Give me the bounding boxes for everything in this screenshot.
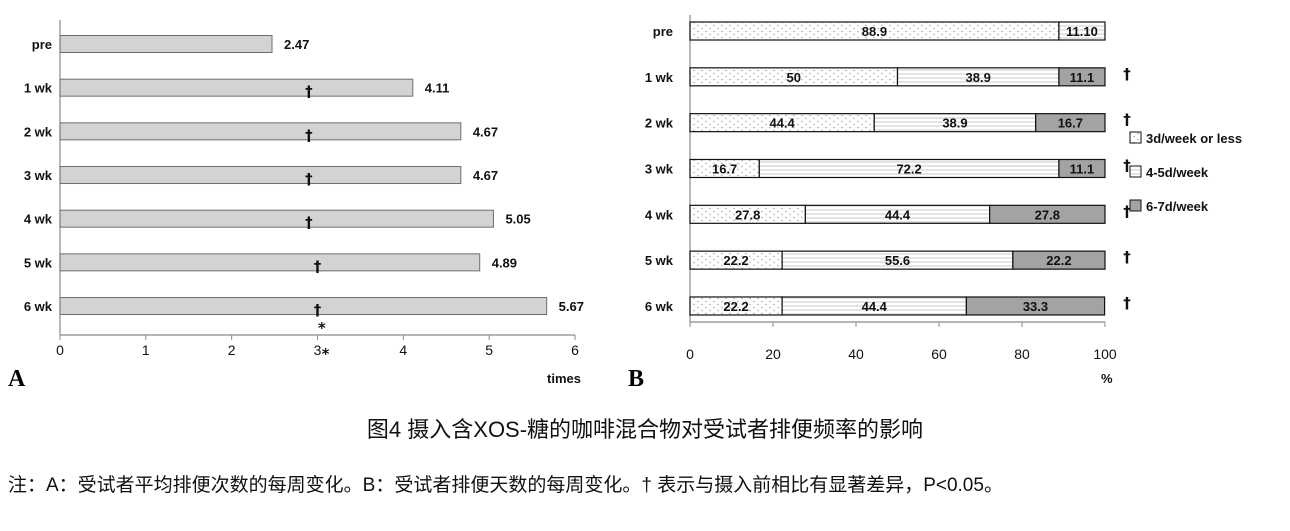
panel-a-annotation: * [318, 319, 326, 337]
panel-a-value-label: 4.11 [425, 81, 450, 96]
panel-a-significance-marker: † [305, 214, 313, 232]
panel-a-bar [59, 166, 462, 185]
figure-caption-title: 图4 摄入含XOS-糖的咖啡混合物对受试者排便频率的影响 [366, 417, 924, 442]
panel-a-value-label: 4.67 [473, 124, 498, 139]
panel-a-value-label: 4.89 [492, 255, 517, 270]
panel-b-segment-label: 55.6 [885, 253, 910, 268]
panel-b-segment-label: 16.7 [712, 161, 737, 176]
panel-b-segment-label: 11.10 [1066, 24, 1098, 39]
panel-b-x-tick-label: 80 [1014, 346, 1030, 362]
panel-b-bar-segment [1058, 158, 1106, 179]
panel-b-category-label: 2 wk [645, 116, 674, 131]
panel-a-x-tick-label: 6 [571, 342, 579, 358]
panel-a-value-label: 5.67 [559, 299, 584, 314]
panel-a-category-label: 3 wk [24, 168, 53, 183]
panel-a-x-axis-title: times [547, 371, 581, 386]
panel-b-x-tick-label: 100 [1093, 346, 1117, 362]
panel-a-bar [59, 253, 481, 272]
panel-a-category-label: 4 wk [24, 212, 53, 227]
panel-b-category-label: 6 wk [645, 299, 674, 314]
panel-a-letter: A [8, 366, 26, 392]
panel-a-x-tick-label: 1 [142, 342, 150, 358]
panel-b-segment-label: 16.7 [1058, 116, 1083, 131]
panel-a-bar [59, 122, 462, 141]
panel-a-significance-marker: † [305, 83, 313, 101]
panel-a-value-label: 4.67 [473, 168, 498, 183]
panel-a-x-tick-label: 0 [56, 342, 64, 358]
panel-b-x-tick-label: 60 [931, 346, 947, 362]
panel-b-chart: 0 20 40 60 80 100 pre 88.9 11.10 1 wk 50 38.9 11.1 † 2… [645, 15, 1242, 362]
panel-a-significance-marker: † [305, 170, 313, 188]
panel-a-category-label: 5 wk [24, 255, 53, 270]
panel-b-segment-label: 11.1 [1070, 70, 1095, 85]
panel-a-value-label: 5.05 [505, 212, 530, 227]
panel-a-x-tick-label: 5 [485, 342, 493, 358]
panel-a-category-label: 2 wk [24, 124, 53, 139]
panel-b-bar-segment [965, 296, 1106, 316]
figure-svg: 0 1 2 3 4 5 6 pre 2.47 1 wk 4.11 † 2 wk 4.67 † 3 wk 4.67… [8, 15, 1242, 392]
panel-b-legend-swatch [1129, 165, 1142, 178]
panel-a-x-tick-label: 3 [314, 342, 322, 358]
panel-b-segment-label: 11.1 [1070, 161, 1095, 176]
panel-b-legend-swatch [1129, 131, 1142, 144]
panel-b-category-label: pre [653, 24, 673, 39]
panel-a-x-tick-label: 4 [399, 342, 407, 358]
panel-a-bar [59, 209, 494, 228]
panel-a-value-label: 2.47 [284, 37, 309, 52]
panel-b-significance-marker: † [1123, 111, 1131, 129]
panel-a-category-label: pre [32, 37, 52, 52]
panel-b-bar-segment [1035, 113, 1106, 133]
panel-a-bar [59, 78, 414, 97]
panel-a-significance-marker: † [314, 257, 322, 275]
panel-b-legend-label: 6-7d/week [1146, 199, 1209, 214]
panel-b-bar-segment [1012, 250, 1106, 270]
panel-a-category-label: 6 wk [24, 299, 53, 314]
panel-b-segment-label: 38.9 [942, 116, 967, 131]
panel-b-legend-label: 3d/week or less [1146, 131, 1242, 146]
panel-b-segment-label: 22.2 [723, 299, 748, 314]
panel-b-significance-marker: † [1123, 65, 1131, 83]
panel-b-legend-swatch [1129, 199, 1142, 212]
panel-b-segment-label: 22.2 [1046, 253, 1071, 268]
panel-b-x-axis-title: % [1101, 371, 1113, 386]
panel-b-category-label: 1 wk [645, 70, 674, 85]
panel-b-legend-label: 4-5d/week [1146, 165, 1209, 180]
panel-b-segment-label: 44.4 [769, 116, 795, 131]
panel-b-x-tick-label: 40 [848, 346, 864, 362]
panel-b-segment-label: 44.4 [885, 207, 911, 222]
panel-b-segment-label: 50 [787, 70, 801, 85]
panel-b-x-tick-label: 0 [686, 346, 694, 362]
panel-b-category-label: 3 wk [645, 161, 674, 176]
panel-a-significance-marker: † [305, 126, 313, 144]
panel-b-category-label: 5 wk [645, 253, 674, 268]
panel-b-segment-label: 33.3 [1023, 299, 1048, 314]
panel-b-segment-label: 44.4 [862, 299, 888, 314]
panel-a-chart: 0 1 2 3 4 5 6 pre 2.47 1 wk 4.11 † 2 wk 4.67 † 3 wk 4.67… [24, 20, 584, 363]
panel-b-letter: B [628, 366, 644, 392]
panel-a-bar [59, 297, 548, 316]
panel-b-bar-segment [989, 204, 1106, 224]
panel-b-segment-label: 88.9 [862, 24, 887, 39]
panel-b-segment-label: 27.8 [735, 207, 760, 222]
panel-b-category-label: 4 wk [645, 207, 674, 222]
panel-b-significance-marker: † [1123, 248, 1131, 266]
panel-a-category-label: 1 wk [24, 81, 53, 96]
panel-b-segment-label: 27.8 [1035, 207, 1060, 222]
panel-b-segment-label: 38.9 [966, 70, 991, 85]
panel-b-x-tick-label: 20 [765, 346, 781, 362]
panel-b-segment-label: 22.2 [723, 253, 748, 268]
panel-b-segment-label: 72.2 [896, 161, 921, 176]
panel-b-bar-segment [1058, 21, 1106, 41]
figure-caption-note: 注：A：受试者平均排便次数的每周变化。B：受试者排便天数的每周变化。† 表示与摄… [8, 475, 1003, 496]
panel-b-significance-marker: † [1123, 202, 1131, 220]
panel-b-significance-marker: † [1123, 156, 1131, 174]
panel-a-annotation: * [322, 345, 330, 363]
panel-a-x-tick-label: 2 [228, 342, 236, 358]
panel-b-significance-marker: † [1123, 294, 1131, 312]
panel-b-bar-segment [1058, 67, 1106, 87]
panel-a-bar [59, 35, 273, 53]
panel-a-significance-marker: † [314, 301, 322, 319]
